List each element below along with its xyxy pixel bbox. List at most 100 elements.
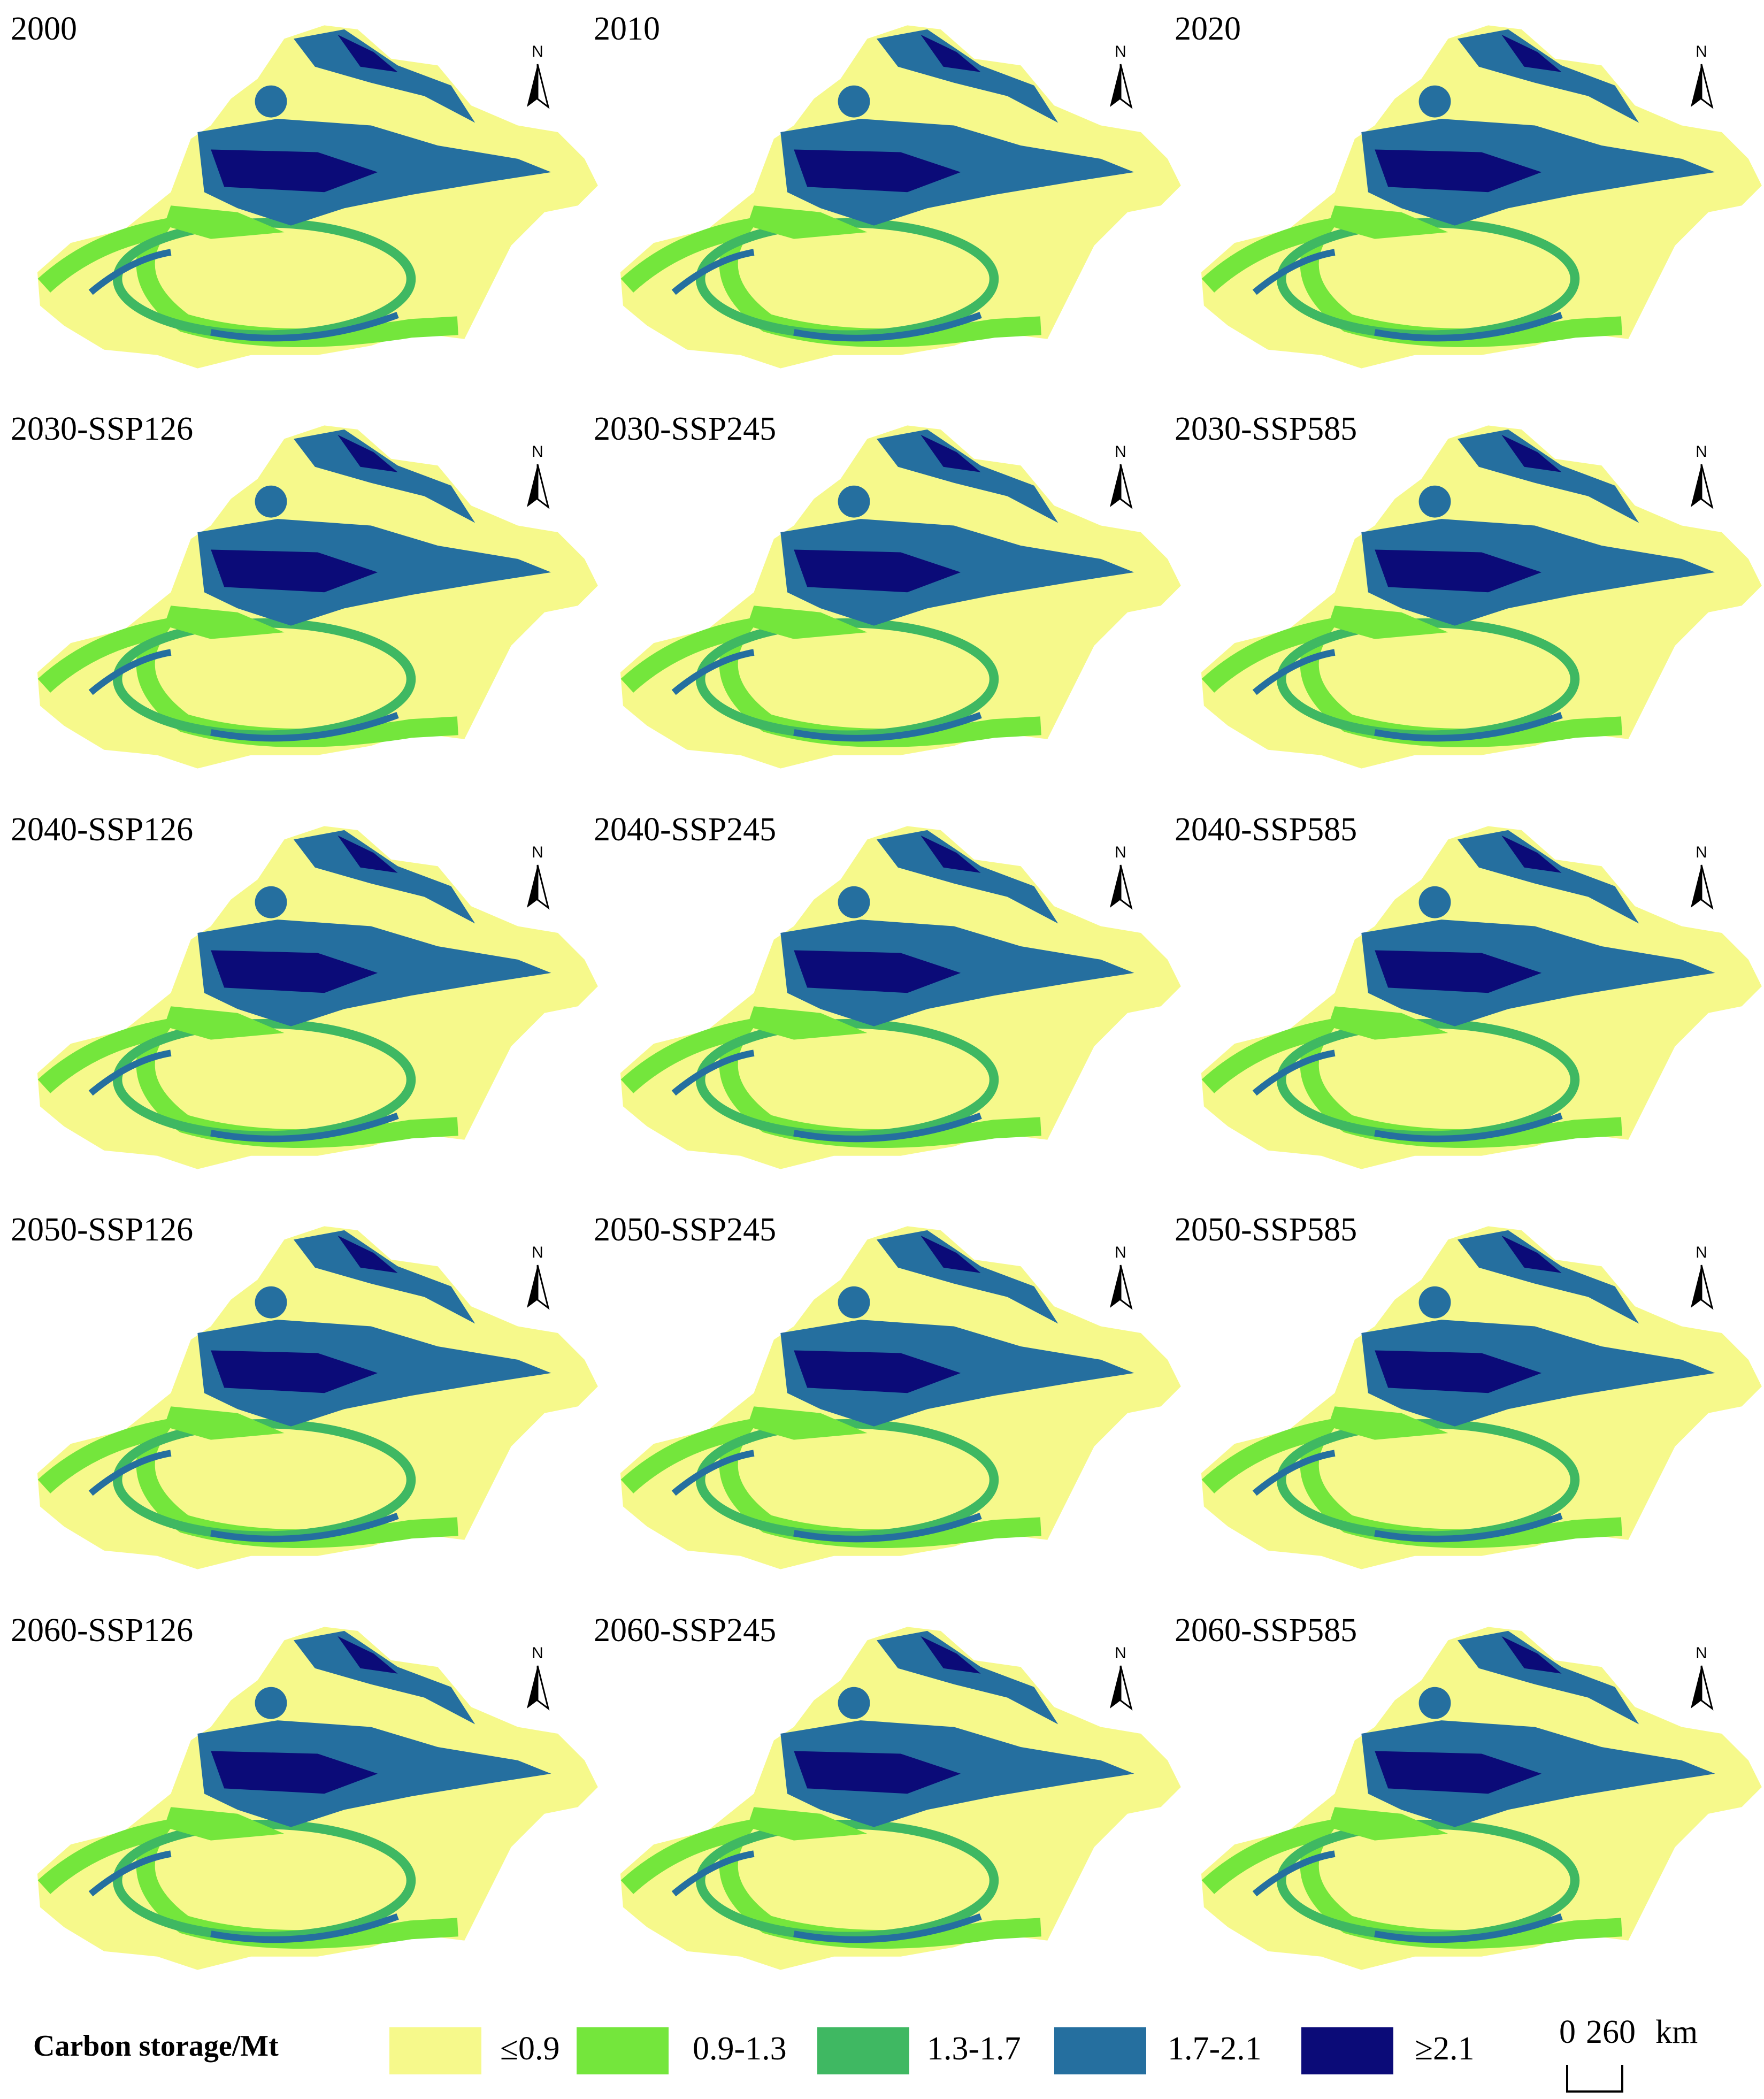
north-arrow [1119, 1665, 1133, 1711]
north-arrow [1691, 865, 1701, 908]
map-panel: 2020 N [1175, 11, 1762, 368]
map [37, 1627, 598, 1970]
map [37, 1226, 598, 1569]
north-arrow [1119, 464, 1133, 509]
north-arrow [1119, 1265, 1133, 1310]
north-label: N [1115, 844, 1126, 861]
map-panel: 2040-SSP245 N [594, 811, 1181, 1169]
north-label: N [532, 443, 543, 461]
north-arrow [1110, 64, 1121, 107]
map-panel: 2030-SSP585 N [1175, 411, 1762, 768]
map [1201, 1627, 1762, 1970]
panel-title: 2010 [594, 11, 660, 47]
north-label: N [1115, 43, 1126, 60]
map [1201, 1226, 1762, 1569]
map [37, 425, 598, 768]
legend-swatch [389, 2027, 481, 2074]
north-arrow [1691, 464, 1701, 507]
north-arrow [1110, 464, 1121, 507]
scale-label: km [1655, 2014, 1698, 2050]
panel-title: 2030-SSP245 [594, 411, 776, 447]
north-arrow [1119, 64, 1133, 109]
map [1201, 425, 1762, 768]
map [37, 826, 598, 1169]
map [620, 425, 1181, 768]
map [620, 1627, 1181, 1970]
legend-swatch [817, 2027, 909, 2074]
map-panel: 2050-SSP126 N [11, 1212, 598, 1569]
panel-title: 2060-SSP585 [1175, 1612, 1357, 1649]
map-panel: 2010 N [594, 11, 1181, 368]
scale-bracket [1566, 2065, 1623, 2093]
legend-label: ≤0.9 [500, 2031, 560, 2067]
panel-title: 2060-SSP126 [11, 1612, 193, 1649]
north-label: N [532, 844, 543, 861]
map [620, 1226, 1181, 1569]
panel-title: 2050-SSP585 [1175, 1212, 1357, 1248]
legend-label: 1.3-1.7 [927, 2031, 1021, 2067]
map [37, 25, 598, 368]
north-label: N [532, 1244, 543, 1261]
north-label: N [1115, 443, 1126, 461]
panel-title: 2060-SSP245 [594, 1612, 776, 1649]
panels: 2000N2010N2020N2030-SSP126N2030-SSP245N2… [11, 11, 1762, 1970]
north-arrow [527, 64, 538, 107]
panel-title: 2050-SSP245 [594, 1212, 776, 1248]
north-label: N [1115, 1244, 1126, 1261]
legend: Carbon storage/Mt ≤0.9 0.9-1.3 1.3-1.7 1.7-… [33, 2027, 1475, 2074]
legend-title: Carbon storage/Mt [33, 2029, 279, 2063]
north-arrow [536, 464, 550, 509]
map-panel: 2060-SSP585 N [1175, 1612, 1762, 1970]
map-panel: 2030-SSP245 N [594, 411, 1181, 768]
legend-label: 1.7-2.1 [1168, 2031, 1262, 2067]
north-arrow [527, 1265, 538, 1308]
north-arrow [1110, 1265, 1121, 1308]
map-panel: 2050-SSP245 N [594, 1212, 1181, 1569]
map-panel: 2000 N [11, 11, 598, 368]
north-arrow [527, 1666, 538, 1709]
panel-title: 2020 [1175, 11, 1241, 47]
north-label: N [532, 1644, 543, 1662]
north-arrow [1691, 64, 1701, 107]
north-label: N [1696, 1244, 1707, 1261]
map [620, 25, 1181, 368]
north-label: N [1696, 844, 1707, 861]
north-label: N [1696, 1644, 1707, 1662]
north-arrow [1110, 1666, 1121, 1709]
panel-title: 2030-SSP585 [1175, 411, 1357, 447]
map [1201, 826, 1762, 1169]
map-panel: 2030-SSP126 N [11, 411, 598, 768]
north-arrow [1119, 864, 1133, 910]
north-label: N [532, 43, 543, 60]
panel-title: 2000 [11, 11, 77, 47]
north-label: N [1696, 43, 1707, 60]
north-arrow [1691, 1265, 1701, 1308]
map-panel: 2060-SSP126 N [11, 1612, 598, 1970]
map-panel: 2050-SSP585 N [1175, 1212, 1762, 1569]
panel-title: 2040-SSP126 [11, 811, 193, 848]
north-arrow [1700, 864, 1714, 910]
panel-title: 2040-SSP585 [1175, 811, 1357, 848]
north-arrow [536, 1665, 550, 1711]
north-arrow [536, 864, 550, 910]
north-arrow [1110, 865, 1121, 908]
north-arrow [1700, 64, 1714, 109]
legend-label: ≥2.1 [1415, 2031, 1475, 2067]
north-arrow [1700, 1665, 1714, 1711]
legend-swatch [1054, 2027, 1146, 2074]
north-label: N [1115, 1644, 1126, 1662]
scale-bar: 0 260 km [1559, 2014, 1698, 2093]
north-arrow [527, 865, 538, 908]
north-arrow [1700, 464, 1714, 509]
scale-label: 260 [1586, 2014, 1636, 2050]
map-panel: 2060-SSP245 N [594, 1612, 1181, 1970]
panel-title: 2040-SSP245 [594, 811, 776, 848]
north-arrow [1691, 1666, 1701, 1709]
north-arrow [1700, 1265, 1714, 1310]
map-panel: 2040-SSP585 N [1175, 811, 1762, 1169]
legend-swatch [577, 2027, 669, 2074]
legend-swatch [1301, 2027, 1393, 2074]
north-arrow [527, 464, 538, 507]
north-arrow [536, 1265, 550, 1310]
